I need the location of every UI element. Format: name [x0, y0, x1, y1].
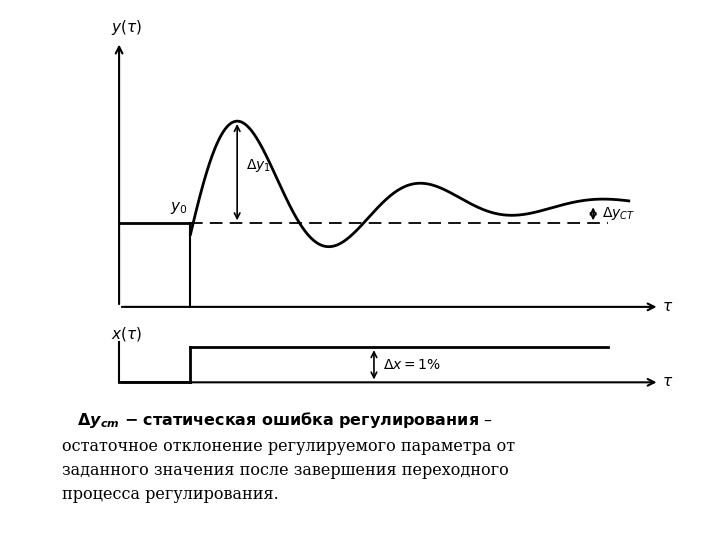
Text: $\Delta x = 1\%$: $\Delta x = 1\%$ [383, 358, 441, 372]
Text: $\tau$: $\tau$ [662, 300, 673, 314]
Text: $y_0$: $y_0$ [171, 200, 188, 216]
Text: $\Delta y_1$: $\Delta y_1$ [246, 157, 271, 174]
Text: $\Delta y_{СТ}$: $\Delta y_{СТ}$ [603, 205, 635, 222]
Text: $x(\tau)$: $x(\tau)$ [112, 326, 143, 343]
Text: $\mathbf{\Delta} \boldsymbol{y}_{\boldsymbol{cm}}$ $\mathit{\mathbf{-\ статическ: $\mathbf{\Delta} \boldsymbol{y}_{\boldsy… [63, 410, 516, 503]
Text: $\tau$: $\tau$ [662, 375, 673, 389]
Text: $y(\tau)$: $y(\tau)$ [112, 18, 143, 37]
